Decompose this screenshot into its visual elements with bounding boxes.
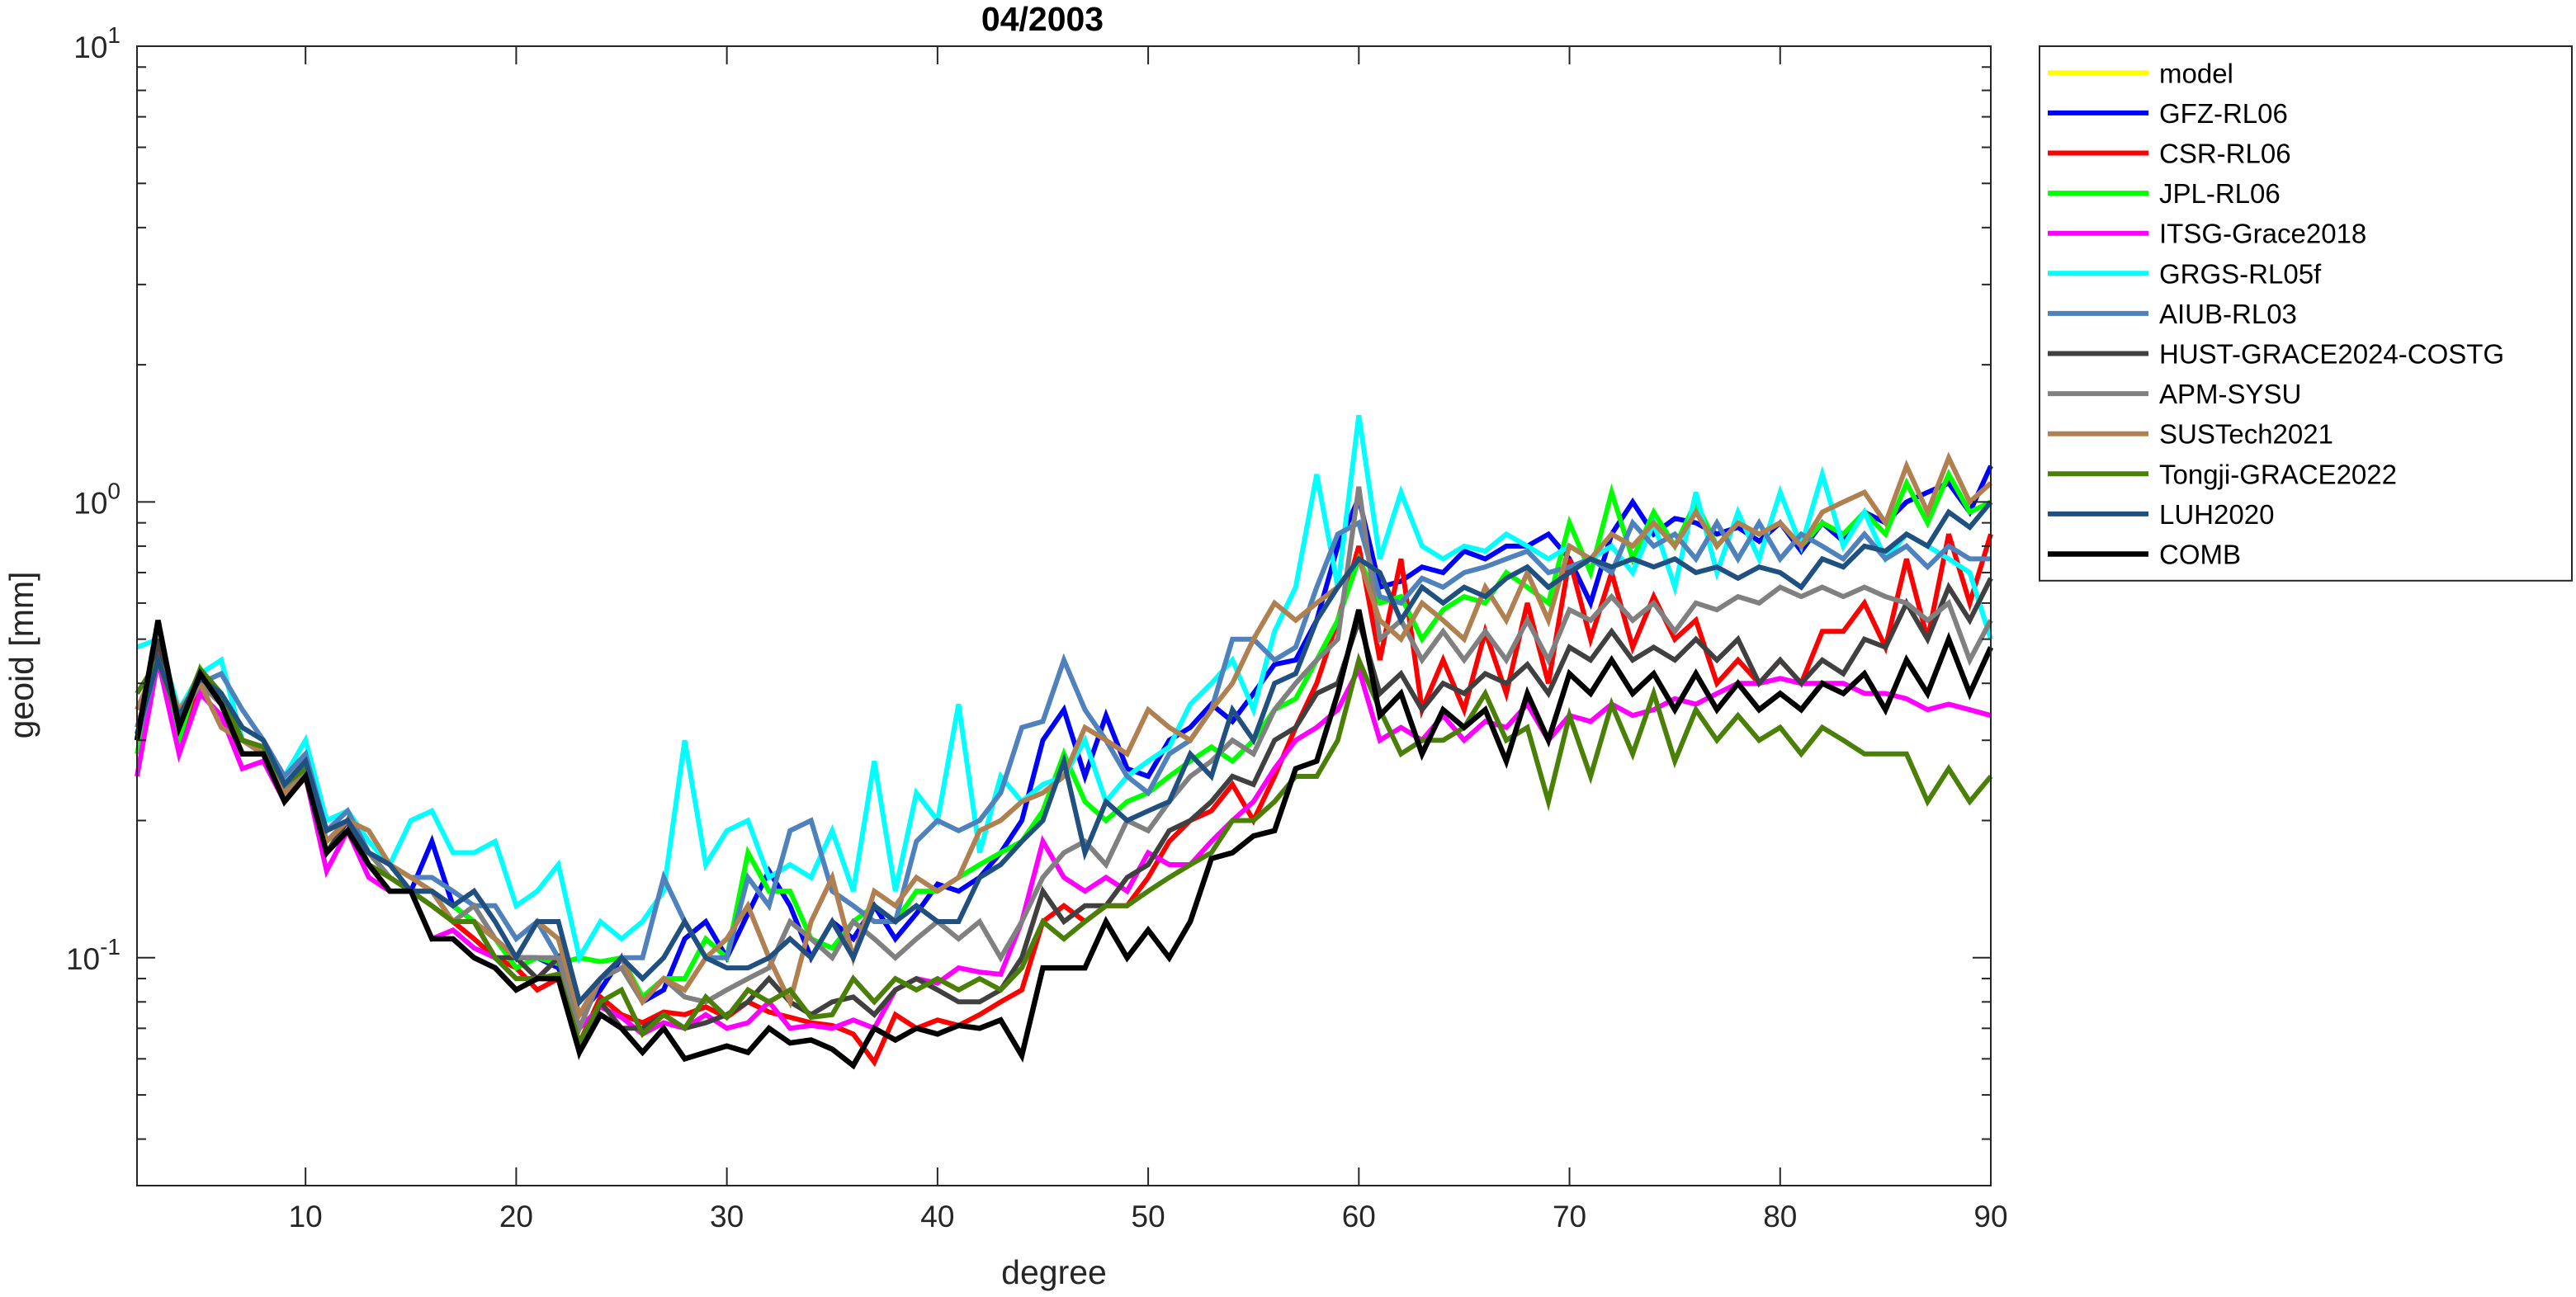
legend-label: JPL-RL06: [2159, 178, 2281, 209]
legend-label: COMB: [2159, 540, 2241, 570]
series-line-comb: [134, 609, 1993, 1070]
x-tick-label: 80: [1763, 1200, 1797, 1233]
x-tick-label: 60: [1342, 1200, 1376, 1233]
y-tick-label: 10-1: [66, 934, 121, 976]
legend: model GFZ-RL06 CSR-RL06 JPL-RL06 ITSG-Grace2…: [2039, 45, 2573, 582]
y-tick-label: 100: [73, 478, 121, 520]
legend-label: APM-SYSU: [2159, 379, 2301, 409]
series-line-luh2020: [135, 500, 1993, 1007]
legend-label: CSR-RL06: [2159, 139, 2291, 169]
x-tick-label: 40: [920, 1200, 954, 1233]
legend-label: HUST-GRACE2024-COSTG: [2159, 339, 2504, 370]
legend-label: ITSG-Grace2018: [2159, 219, 2366, 249]
plot-layer: 10 20 30 40 50 60 70 80 90 10-1 100 101: [66, 22, 2008, 1233]
x-tick-label: 20: [499, 1200, 533, 1233]
chart-title: 04/2003: [981, 0, 1104, 38]
legend-label: LUH2020: [2159, 499, 2274, 530]
x-tick-label: 50: [1132, 1200, 1165, 1233]
axes-box: [136, 45, 1992, 1186]
y-tick-label: 101: [73, 22, 121, 64]
legend-label: GFZ-RL06: [2159, 98, 2288, 129]
x-axis-label: degree: [1001, 1253, 1107, 1291]
x-tick-label: 30: [710, 1200, 744, 1233]
series-line-tongji-grace2022: [135, 652, 1993, 1050]
x-tick-label: 70: [1553, 1200, 1586, 1233]
legend-label: AIUB-RL03: [2159, 299, 2297, 329]
legend-label: Tongji-GRACE2022: [2159, 459, 2397, 489]
legend-label: model: [2159, 58, 2233, 88]
x-tick-label: 90: [1973, 1200, 2007, 1233]
series-line-sustech2021: [135, 451, 1993, 1021]
legend-label: SUSTech2021: [2159, 419, 2333, 450]
legend-label: GRGS-RL05f: [2159, 258, 2322, 289]
y-axis-label: geoid [mm]: [2, 572, 40, 739]
x-tick-label: 10: [289, 1200, 323, 1233]
series-line-aiub-rl03: [135, 517, 1991, 1007]
